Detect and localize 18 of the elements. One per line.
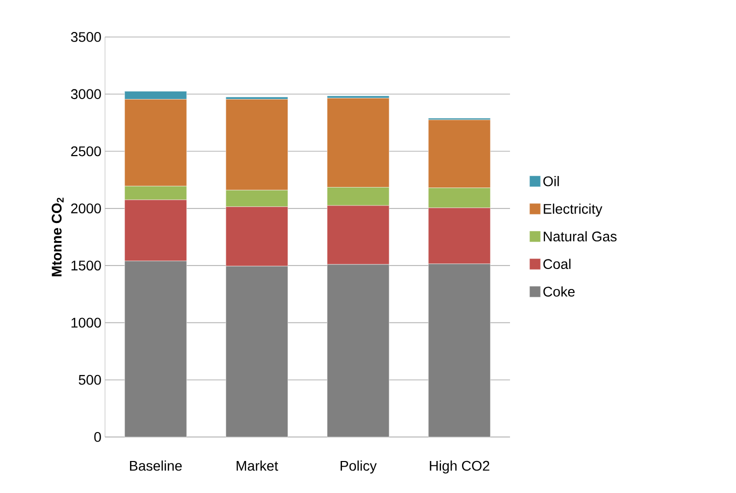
y-tick-label: 1500 [72,260,101,270]
y-tick-label: 2000 [71,203,101,214]
y-tick-label: 3500 [70,32,101,42]
legend-label: Natural Gas [544,231,617,242]
y-axis-title: Mtonne CO$_{2}$ [52,198,64,276]
y-tick-label: 2500 [71,146,101,156]
y-tick-label: 1000 [72,318,101,328]
legend-label: Oil [543,176,559,186]
legend-label: Coal [543,258,570,270]
x-tick-label: High CO2 [430,460,490,474]
legend-label: Coke [543,286,575,297]
legend-label: Electricity [544,204,602,217]
y-tick-label: 500 [78,374,101,385]
x-tick-label: Policy [340,460,377,474]
x-tick-label: Baseline [130,460,182,471]
y-tick-label: 3000 [70,89,101,100]
x-tick-label: Market [236,460,278,471]
y-tick-label: 0 [94,432,101,442]
